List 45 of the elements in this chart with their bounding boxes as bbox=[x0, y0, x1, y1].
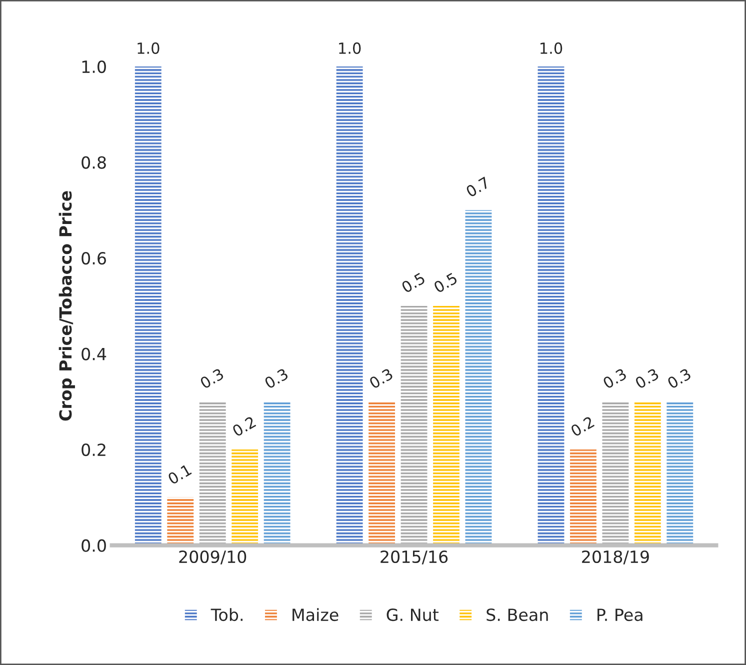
data-label: 0.3 bbox=[368, 368, 394, 390]
y-tick-label: 0.0 bbox=[82, 539, 106, 552]
y-axis-title: Crop Price/Tobacco Price bbox=[58, 191, 75, 421]
data-label: 0.3 bbox=[666, 368, 692, 390]
x-tick-label: 2009/10 bbox=[179, 550, 246, 564]
data-label: 0.2 bbox=[570, 416, 595, 437]
legend-label: P. Pea bbox=[598, 608, 642, 622]
data-label: 0.2 bbox=[232, 416, 256, 437]
bar bbox=[264, 402, 290, 546]
legend-label: G. Nut bbox=[386, 608, 439, 622]
data-label: 0.3 bbox=[634, 368, 660, 390]
bar bbox=[570, 450, 596, 546]
data-label: 0.3 bbox=[602, 368, 628, 390]
data-label: 0.5 bbox=[433, 272, 458, 294]
data-label: 0.5 bbox=[400, 272, 426, 294]
data-label: 1.0 bbox=[339, 42, 361, 54]
data-label: 1.0 bbox=[138, 42, 160, 54]
data-label: 0.3 bbox=[199, 368, 224, 390]
bar bbox=[199, 402, 226, 546]
legend-label: Maize bbox=[292, 608, 338, 622]
data-label: 1.0 bbox=[540, 42, 562, 54]
y-tick-label: 0.8 bbox=[82, 156, 106, 169]
y-tick-label: 0.4 bbox=[82, 348, 106, 360]
data-label: 0.3 bbox=[264, 368, 289, 390]
bar bbox=[167, 497, 194, 546]
bar bbox=[465, 210, 492, 546]
x-tick-label: 2015/16 bbox=[380, 550, 448, 564]
bar bbox=[433, 306, 460, 546]
bar bbox=[232, 450, 258, 546]
legend-label: S. Bean bbox=[486, 608, 548, 622]
x-tick-label: 2018/19 bbox=[582, 550, 649, 564]
y-tick-label: 0.6 bbox=[82, 252, 106, 265]
bar bbox=[400, 306, 428, 546]
y-tick-label: 0.2 bbox=[82, 444, 106, 456]
y-tick-label: 1.0 bbox=[82, 60, 106, 74]
data-label: 0.7 bbox=[465, 176, 490, 198]
bar bbox=[538, 66, 564, 546]
bar bbox=[368, 402, 396, 546]
bar bbox=[602, 402, 629, 546]
bar bbox=[336, 66, 363, 546]
bar bbox=[666, 402, 694, 546]
legend-label: Tob. bbox=[210, 608, 242, 622]
bar bbox=[134, 66, 162, 546]
bar bbox=[634, 402, 661, 546]
data-label: 0.1 bbox=[167, 464, 192, 485]
